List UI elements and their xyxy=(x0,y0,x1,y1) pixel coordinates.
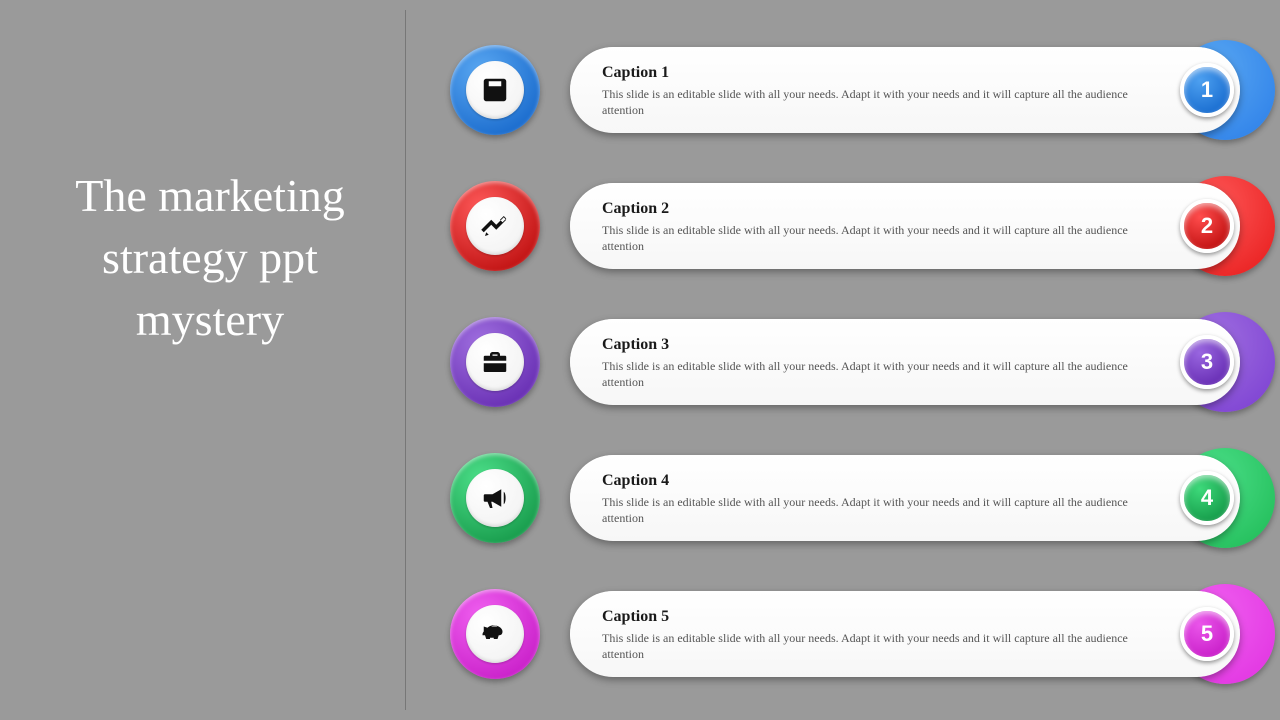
briefcase-icon xyxy=(466,333,524,391)
caption-title: Caption 4 xyxy=(602,472,1160,490)
vertical-divider xyxy=(405,10,406,710)
number-badge-3: 3 xyxy=(1180,335,1234,389)
piggybank-icon xyxy=(466,605,524,663)
caption-description: This slide is an editable slide with all… xyxy=(602,630,1160,662)
list-item: Caption 5 This slide is an editable slid… xyxy=(440,579,1260,689)
caption-title: Caption 1 xyxy=(602,64,1160,82)
caption-list: Caption 1 This slide is an editable slid… xyxy=(440,35,1260,715)
icon-ring-2 xyxy=(450,181,540,271)
icon-ring-4 xyxy=(450,453,540,543)
caption-description: This slide is an editable slide with all… xyxy=(602,494,1160,526)
icon-ring-5 xyxy=(450,589,540,679)
megaphone-icon xyxy=(466,469,524,527)
list-item: Caption 2 This slide is an editable slid… xyxy=(440,171,1260,281)
icon-ring-3 xyxy=(450,317,540,407)
icon-ring-1 xyxy=(450,45,540,135)
caption-pill-4: Caption 4 This slide is an editable slid… xyxy=(570,455,1240,541)
slide-title: The marketing strategy ppt mystery xyxy=(40,165,380,351)
number-badge-5: 5 xyxy=(1180,607,1234,661)
number-badge-1: 1 xyxy=(1180,63,1234,117)
caption-description: This slide is an editable slide with all… xyxy=(602,222,1160,254)
caption-title: Caption 5 xyxy=(602,608,1160,626)
caption-description: This slide is an editable slide with all… xyxy=(602,358,1160,390)
number-badge-2: 2 xyxy=(1180,199,1234,253)
design-icon xyxy=(466,197,524,255)
caption-pill-5: Caption 5 This slide is an editable slid… xyxy=(570,591,1240,677)
list-item: Caption 3 This slide is an editable slid… xyxy=(440,307,1260,417)
calculator-icon xyxy=(466,61,524,119)
caption-pill-3: Caption 3 This slide is an editable slid… xyxy=(570,319,1240,405)
list-item: Caption 4 This slide is an editable slid… xyxy=(440,443,1260,553)
caption-title: Caption 3 xyxy=(602,336,1160,354)
caption-pill-2: Caption 2 This slide is an editable slid… xyxy=(570,183,1240,269)
list-item: Caption 1 This slide is an editable slid… xyxy=(440,35,1260,145)
caption-title: Caption 2 xyxy=(602,200,1160,218)
number-badge-4: 4 xyxy=(1180,471,1234,525)
caption-pill-1: Caption 1 This slide is an editable slid… xyxy=(570,47,1240,133)
caption-description: This slide is an editable slide with all… xyxy=(602,86,1160,118)
